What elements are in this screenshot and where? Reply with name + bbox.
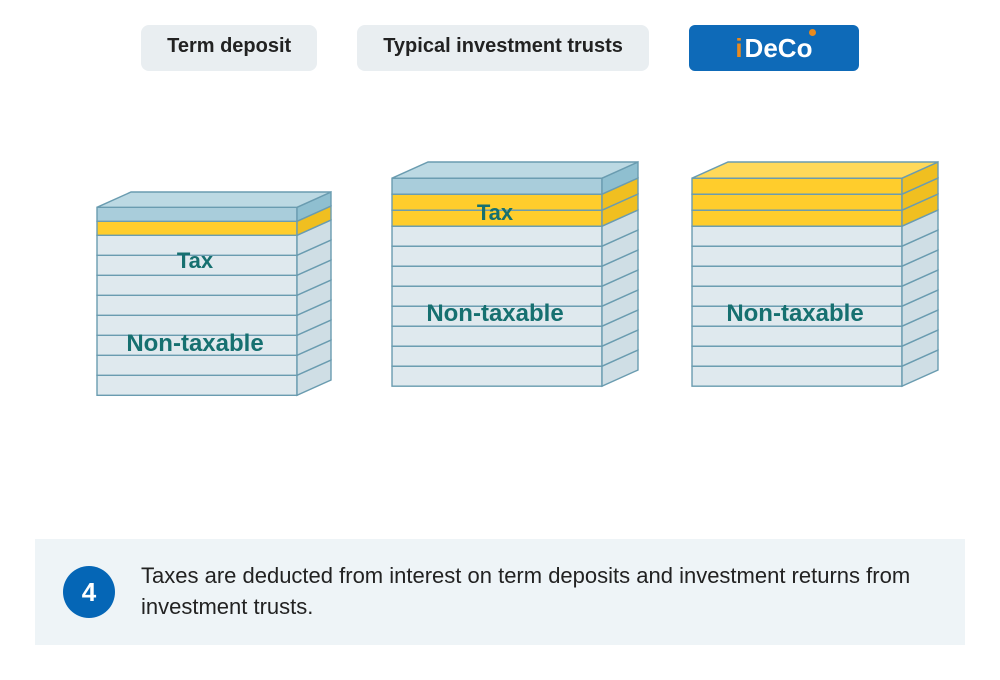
step-number-badge: 4 [63,566,115,618]
step-box: 4 Taxes are deducted from interest on te… [35,539,965,645]
label-investment-trusts: Typical investment trusts [357,25,649,71]
header-labels: Term deposit Typical investment trusts i… [0,25,1000,71]
step-text: Taxes are deducted from interest on term… [141,561,937,623]
ideco-mid: DeC [745,33,797,64]
stacks-area: TaxNon-taxable TaxNon-taxable Non-taxabl… [0,130,1000,490]
ideco-i: i [735,33,742,64]
stack-investment-trusts: TaxNon-taxable [390,160,640,388]
ideco-o: o [797,33,813,64]
ideco-logo: iDeCo [689,25,859,71]
stack-ideco: Non-taxable [690,160,940,388]
stack-term-deposit: TaxNon-taxable [95,190,333,397]
label-term-deposit: Term deposit [141,25,317,71]
